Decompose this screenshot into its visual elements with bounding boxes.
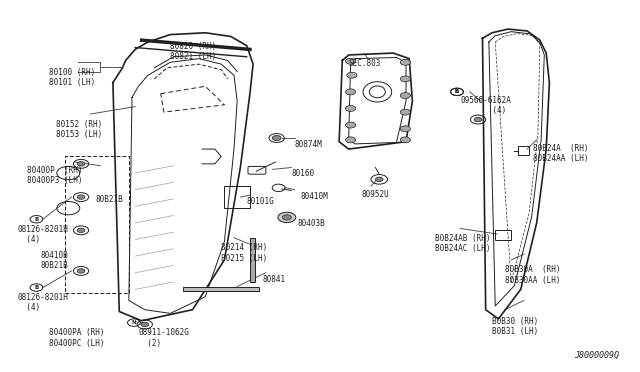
Circle shape [77, 228, 85, 232]
Circle shape [400, 126, 410, 132]
Circle shape [346, 137, 356, 143]
Text: 80160: 80160 [291, 169, 314, 179]
Text: B: B [455, 89, 459, 94]
Circle shape [346, 106, 356, 112]
Text: J8000009Q: J8000009Q [575, 350, 620, 359]
Circle shape [282, 215, 291, 220]
Circle shape [400, 60, 410, 65]
Circle shape [77, 195, 85, 199]
Circle shape [346, 122, 356, 128]
Bar [518, 147, 529, 155]
Circle shape [272, 135, 281, 141]
Circle shape [474, 117, 482, 122]
Text: 80B21B: 80B21B [41, 260, 68, 270]
Text: 08126-8201H
  (4): 08126-8201H (4) [17, 293, 68, 312]
Bar [183, 287, 259, 291]
Text: 80403B: 80403B [298, 219, 326, 228]
Text: 08911-1062G
  (2): 08911-1062G (2) [138, 328, 189, 347]
Text: 80841: 80841 [262, 275, 286, 283]
Circle shape [346, 58, 356, 64]
Circle shape [400, 76, 410, 82]
Text: SEC.803: SEC.803 [349, 59, 381, 68]
Bar [250, 238, 255, 282]
Text: B0B24AB (RH)
B0B24AC (LH): B0B24AB (RH) B0B24AC (LH) [435, 234, 490, 253]
Text: N: N [132, 320, 136, 325]
Circle shape [77, 269, 85, 273]
Text: 80B30A  (RH)
80B30AA (LH): 80B30A (RH) 80B30AA (LH) [505, 265, 560, 285]
Circle shape [400, 137, 410, 143]
Text: 80400PA (RH)
80400PC (LH): 80400PA (RH) 80400PC (LH) [49, 328, 105, 347]
Text: 80101G: 80101G [246, 197, 275, 206]
Text: 80B21B: 80B21B [96, 195, 124, 204]
Text: 80820 (RH)
80821 (LH): 80820 (RH) 80821 (LH) [170, 42, 216, 61]
Circle shape [347, 72, 357, 78]
Circle shape [346, 89, 356, 95]
Text: B0B30 (RH)
B0B31 (LH): B0B30 (RH) B0B31 (LH) [492, 317, 538, 336]
Text: 80874M: 80874M [294, 140, 323, 149]
Text: 80B24A  (RH)
80B24AA (LH): 80B24A (RH) 80B24AA (LH) [534, 144, 589, 163]
Circle shape [376, 177, 383, 182]
Bar [225, 186, 250, 208]
Circle shape [400, 109, 410, 115]
Text: 80400P  (RH)
80400P3 (LH): 80400P (RH) 80400P3 (LH) [27, 166, 83, 185]
Text: B: B [455, 89, 459, 94]
Text: 80410M: 80410M [301, 192, 328, 201]
Circle shape [77, 161, 85, 166]
Circle shape [400, 93, 410, 99]
Circle shape [141, 322, 148, 327]
Circle shape [278, 212, 296, 222]
Text: 08126-8201H
  (4): 08126-8201H (4) [17, 225, 68, 244]
Text: B: B [35, 285, 38, 290]
Text: 80952U: 80952U [362, 190, 389, 199]
Text: 80152 (RH)
80153 (LH): 80152 (RH) 80153 (LH) [56, 119, 102, 139]
Text: 80100 (RH)
80101 (LH): 80100 (RH) 80101 (LH) [49, 68, 95, 87]
Text: 80214 (RH)
80215 (LH): 80214 (RH) 80215 (LH) [221, 243, 268, 263]
Bar [495, 230, 511, 240]
Text: B: B [35, 217, 38, 222]
Text: 80410B: 80410B [41, 251, 68, 260]
Text: 09566-6162A
       (4): 09566-6162A (4) [460, 96, 511, 115]
